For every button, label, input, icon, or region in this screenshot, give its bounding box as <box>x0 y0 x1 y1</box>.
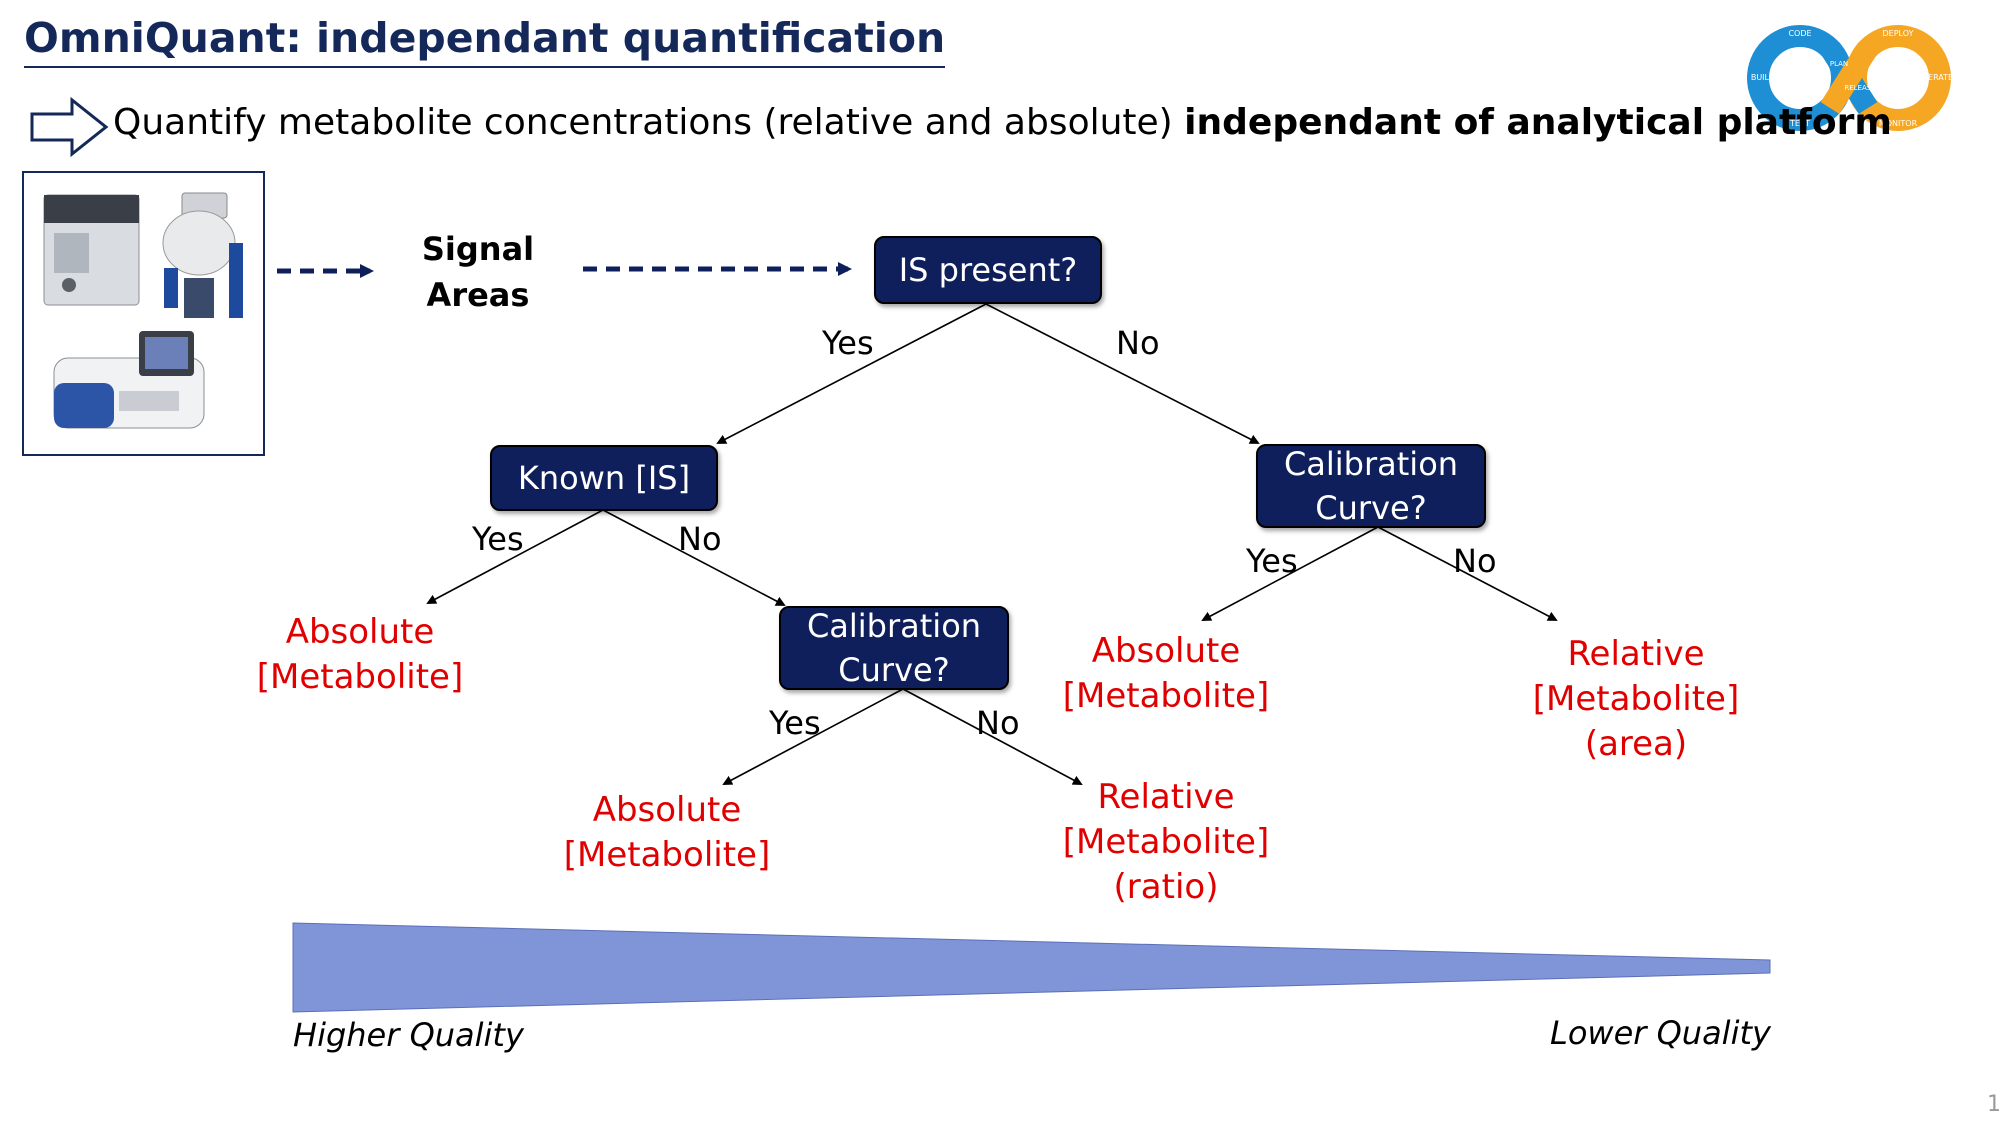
result-known-absolute: Absolute [Metabolite] <box>256 612 464 697</box>
subtitle-regular: Quantify metabolite concentrations (rela… <box>113 102 1185 143</box>
result-calib-mid-relative: Relative [Metabolite] (ratio) <box>1062 777 1270 907</box>
node-calibration-curve-right: Calibration Curve? <box>1256 444 1486 528</box>
edge-calib-mid-yes <box>722 688 904 785</box>
node-known-is: Known [IS] <box>490 445 718 511</box>
edge-label-known-no: No <box>678 520 722 558</box>
higher-quality-label: Higher Quality <box>293 1016 524 1054</box>
result-calib-mid-absolute: Absolute [Metabolite] <box>563 790 771 875</box>
spectrophotometer-icon <box>53 331 205 429</box>
edge-root-yes <box>716 303 987 444</box>
svg-text:OPERATE: OPERATE <box>1917 73 1953 82</box>
edge-label-calib-right-yes: Yes <box>1246 542 1298 580</box>
subtitle: Quantify metabolite concentrations (rela… <box>113 102 1892 143</box>
svg-text:TEST: TEST <box>1789 119 1810 128</box>
edge-calib-right-no <box>1377 526 1558 621</box>
svg-text:BUILD: BUILD <box>1751 73 1775 82</box>
signal-areas-label: Signal Areas <box>421 230 535 314</box>
node-is-present: IS present? <box>874 236 1102 304</box>
edge-calib-right-yes <box>1201 526 1379 621</box>
result-calib-right-relative: Relative [Metabolite] (area) <box>1532 634 1740 764</box>
page-title: OmniQuant: independant quantification <box>24 14 946 68</box>
svg-text:MONITOR: MONITOR <box>1879 119 1918 128</box>
svg-text:DEPLOY: DEPLOY <box>1883 29 1914 38</box>
mass-spectrometer-icon <box>43 194 140 306</box>
lower-quality-label: Lower Quality <box>1550 1014 1771 1052</box>
devops-logo: TEST CODE BUILD DEPLOY OPERATE MONITOR P… <box>1738 18 1963 138</box>
edge-label-known-yes: Yes <box>472 520 524 558</box>
edge-label-calib-right-no: No <box>1453 542 1497 580</box>
edge-label-root-no: No <box>1116 324 1160 362</box>
edge-label-root-yes: Yes <box>822 324 874 362</box>
edge-known-yes <box>426 509 604 604</box>
edge-calib-mid-no <box>902 688 1083 785</box>
nmr-magnet-icon <box>162 192 243 318</box>
svg-text:PLAN: PLAN <box>1830 60 1848 68</box>
node-calibration-curve-mid: Calibration Curve? <box>779 606 1009 690</box>
svg-text:CODE: CODE <box>1788 29 1811 38</box>
result-calib-right-absolute: Absolute [Metabolite] <box>1062 631 1270 716</box>
svg-text:RELEASE: RELEASE <box>1844 84 1875 92</box>
instruments-image <box>22 171 265 456</box>
edge-label-calib-mid-no: No <box>976 704 1020 742</box>
edge-root-no <box>985 303 1260 444</box>
edge-known-no <box>602 509 786 606</box>
subtitle-bold: independant of analytical platform <box>1184 102 1892 143</box>
right-arrow-icon <box>30 96 110 162</box>
page-number: 1 <box>1987 1092 2001 1117</box>
edge-label-calib-mid-yes: Yes <box>769 704 821 742</box>
quality-wedge <box>292 922 1771 1013</box>
